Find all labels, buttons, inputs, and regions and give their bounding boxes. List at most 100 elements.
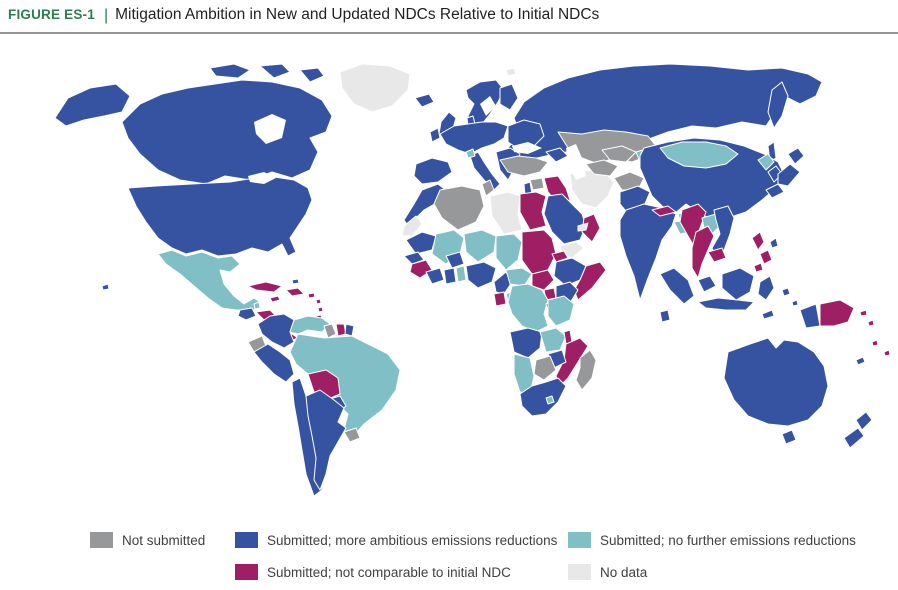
region-zambia (539, 327, 567, 353)
region-libya (489, 191, 523, 235)
region-switzerland (465, 148, 476, 159)
region-sudan (521, 229, 557, 275)
region-jamaica (269, 295, 281, 303)
region-lesser-antilles (315, 298, 322, 305)
region-ghana (443, 267, 457, 285)
region-arctic-islands (209, 63, 251, 79)
legend-label-not-comparable: Submitted; not comparable to initial NDC (267, 564, 511, 580)
region-japan-kyushu (765, 183, 785, 199)
region-lesser-antilles (317, 306, 324, 313)
region-cote-divoire (425, 267, 445, 285)
region-venezuela (289, 315, 331, 335)
region-cuba (247, 281, 283, 293)
region-new-zealand-north (855, 411, 873, 431)
region-lesotho (545, 395, 555, 405)
region-canada (121, 79, 333, 185)
region-turkmenistan (585, 159, 619, 177)
region-mozambique (555, 337, 589, 387)
region-indonesia-borneo (721, 267, 755, 301)
legend-swatch-more-ambitious (235, 532, 258, 548)
region-gabon (493, 291, 507, 307)
region-mongolia (659, 141, 739, 169)
region-indonesia-west-papua (799, 303, 821, 329)
region-australia (723, 337, 829, 427)
region-italy (469, 151, 501, 191)
region-taiwan (769, 237, 779, 249)
region-solomon-islands (859, 309, 868, 317)
region-botswana (533, 355, 557, 381)
region-japan-hokkaido (787, 147, 805, 165)
header-rule (0, 32, 898, 34)
region-eritrea (551, 250, 569, 263)
region-indonesia-moluccas (781, 287, 791, 297)
region-suriname (335, 323, 347, 337)
region-timor (761, 309, 775, 320)
region-north-korea (757, 153, 775, 171)
region-indonesia-sulawesi (757, 275, 775, 301)
region-guyana (323, 323, 337, 339)
region-cameroon (493, 271, 513, 295)
region-indonesia-sumatra (659, 267, 695, 305)
region-eastern-europe (507, 119, 545, 151)
region-afghanistan (613, 171, 645, 191)
region-bahamas (291, 278, 300, 285)
map-legend: Not submitted Submitted; more ambitious … (0, 531, 898, 581)
region-papua-new-guinea (819, 299, 855, 327)
legend-item-more-ambitious: Submitted; more ambitious emissions redu… (235, 531, 568, 549)
region-malaysia (697, 275, 717, 293)
region-thailand (691, 225, 715, 279)
region-philippines (753, 262, 764, 273)
region-argentina (305, 389, 347, 491)
region-benin (455, 265, 467, 283)
legend-label-not-submitted: Not submitted (122, 532, 206, 548)
region-somalia (573, 261, 607, 301)
figure-separator: | (103, 7, 109, 24)
region-philippines (751, 231, 765, 251)
legend-label-no-data: No data (600, 564, 648, 580)
region-belize (253, 301, 261, 310)
black-sea-water (512, 142, 542, 154)
region-turkey (499, 155, 549, 177)
figure-title: Mitigation Ambition in New and Updated N… (115, 6, 600, 23)
legend-swatch-no-further (568, 532, 591, 548)
region-greenland (339, 63, 411, 113)
region-western-sahara (401, 215, 423, 237)
region-madagascar (575, 349, 597, 391)
region-iceland (414, 93, 435, 108)
region-solomon-islands (867, 319, 875, 327)
region-drc (507, 283, 549, 333)
region-burkina-faso (445, 251, 465, 269)
legend-item-not-submitted: Not submitted (90, 531, 235, 549)
figure-label: FIGURE ES-1 (8, 7, 95, 22)
region-arctic-islands (259, 63, 291, 79)
region-peru (253, 343, 295, 383)
baltic-sea-water (480, 96, 496, 116)
region-sri-lanka (659, 309, 671, 323)
region-mexico (157, 249, 261, 311)
region-vanuatu (871, 339, 879, 347)
caspian-sea-water (566, 144, 586, 180)
region-alaska (54, 83, 131, 127)
region-central-african-republic (505, 267, 533, 287)
region-hawaii (101, 283, 110, 291)
region-usa (127, 175, 313, 257)
legend-item-not-comparable: Submitted; not comparable to initial NDC (235, 563, 568, 581)
world-map-svg (54, 63, 891, 497)
region-uzbekistan (601, 145, 637, 163)
great-lakes-water (248, 172, 276, 184)
region-tasmania (781, 429, 797, 445)
region-south-sudan (531, 269, 555, 291)
region-fiji (883, 349, 891, 357)
legend-swatch-no-data (568, 564, 591, 580)
region-spain (413, 157, 453, 185)
legend-item-no-further: Submitted; no further emissions reductio… (568, 531, 898, 549)
region-new-caledonia (855, 356, 866, 366)
region-ireland (429, 127, 441, 143)
region-indonesia-java (697, 297, 755, 311)
region-hispaniola (285, 287, 305, 297)
region-algeria (433, 185, 485, 231)
hudson-bay-water (254, 114, 286, 144)
region-japan-honshu (777, 163, 801, 187)
region-cambodia (707, 247, 727, 263)
region-uae (577, 222, 589, 232)
